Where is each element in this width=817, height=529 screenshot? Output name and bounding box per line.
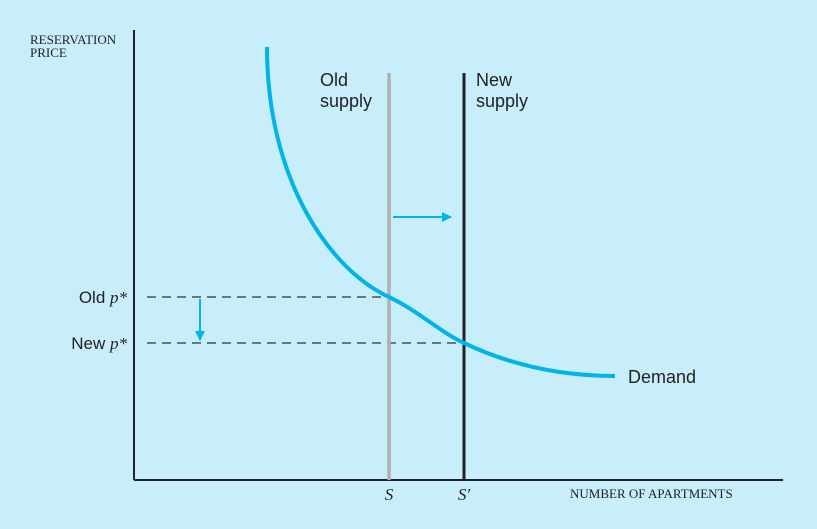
x-axis-title: NUMBER OF APARTMENTS <box>570 486 733 501</box>
old-supply-label-line2: supply <box>320 91 372 111</box>
new-supply-label-line2: supply <box>476 91 528 111</box>
new-supply-label-line1: New <box>476 70 513 90</box>
old-supply-label-line1: Old <box>320 70 348 90</box>
old-price-symbol: p* <box>109 288 128 307</box>
new-price-symbol: p* <box>109 334 128 353</box>
old-price-prefix: Old <box>79 288 110 307</box>
old-price-label: Old p* <box>79 288 128 307</box>
y-axis-title-line1: RESERVATION <box>30 32 117 47</box>
old-quantity-label: S <box>385 485 394 504</box>
new-price-prefix: New <box>71 334 110 353</box>
new-quantity-label: S′ <box>458 485 471 504</box>
demand-label: Demand <box>628 367 696 387</box>
new-price-label: New p* <box>71 334 127 353</box>
y-axis-title-line2: PRICE <box>30 45 67 60</box>
demand-curve <box>265 46 616 378</box>
